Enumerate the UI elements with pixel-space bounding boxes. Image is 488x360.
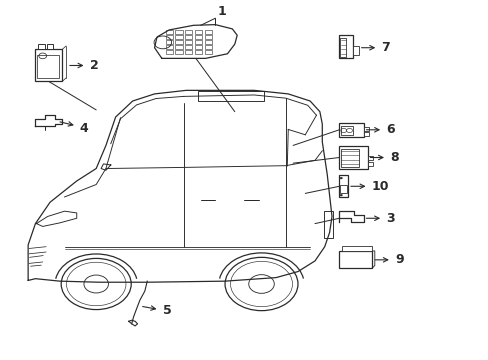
Bar	[165, 35, 173, 39]
Bar	[339, 175, 347, 197]
Bar	[185, 40, 192, 44]
Bar	[35, 49, 62, 81]
Bar	[46, 44, 53, 49]
Bar	[339, 35, 352, 58]
Text: 7: 7	[381, 41, 389, 54]
Bar	[195, 45, 202, 49]
Text: 5: 5	[163, 304, 171, 317]
Bar	[339, 123, 363, 136]
Bar	[341, 246, 372, 251]
Bar	[204, 30, 211, 34]
Circle shape	[339, 177, 342, 179]
Bar	[165, 30, 173, 34]
Bar	[165, 40, 173, 44]
Bar	[204, 40, 211, 44]
Bar	[185, 50, 192, 54]
Bar	[185, 35, 192, 39]
Text: 3: 3	[386, 212, 394, 225]
Bar	[204, 45, 211, 49]
Bar	[352, 46, 358, 55]
Bar	[367, 162, 372, 166]
Bar	[340, 149, 359, 167]
Bar	[198, 91, 264, 101]
Bar	[185, 30, 192, 34]
Text: 9: 9	[394, 253, 403, 266]
Bar	[175, 40, 183, 44]
Circle shape	[339, 194, 342, 196]
Text: 10: 10	[371, 180, 388, 193]
Bar	[363, 132, 369, 136]
Bar	[195, 50, 202, 54]
Bar	[175, 35, 183, 39]
Text: 4: 4	[79, 122, 88, 135]
Bar	[340, 38, 346, 57]
Text: 1: 1	[217, 5, 226, 18]
Bar	[195, 35, 202, 39]
Bar	[367, 156, 372, 160]
Bar	[175, 30, 183, 34]
Text: 2: 2	[90, 59, 99, 72]
Bar	[38, 44, 44, 49]
Text: 6: 6	[386, 123, 394, 136]
Bar	[340, 126, 353, 135]
Bar	[204, 35, 211, 39]
Bar	[165, 50, 173, 54]
Bar	[175, 45, 183, 49]
Bar	[165, 45, 173, 49]
Bar	[339, 251, 372, 268]
Bar	[340, 185, 346, 193]
Bar	[185, 45, 192, 49]
Bar	[37, 55, 59, 78]
Bar	[363, 127, 369, 131]
Text: 8: 8	[389, 151, 398, 164]
Bar	[339, 147, 367, 168]
Bar	[175, 50, 183, 54]
Bar	[195, 30, 202, 34]
Bar	[323, 211, 332, 238]
Bar	[195, 40, 202, 44]
Bar	[204, 50, 211, 54]
